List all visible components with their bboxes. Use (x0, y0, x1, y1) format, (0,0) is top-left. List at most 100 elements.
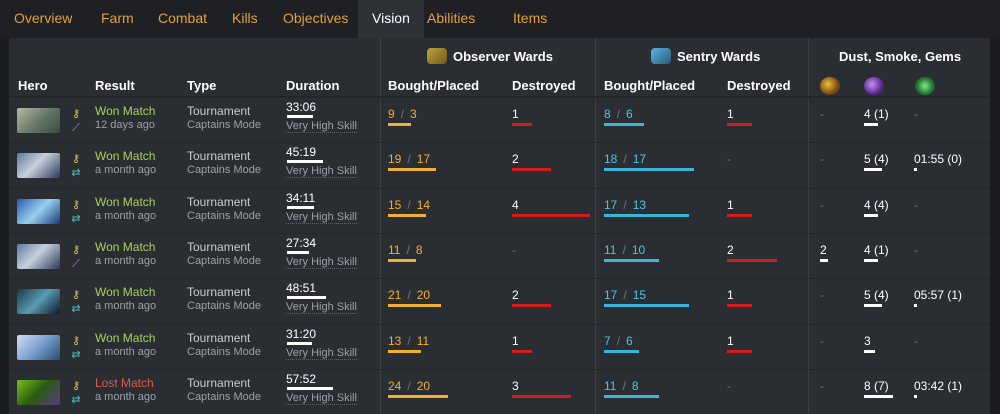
column-separator (380, 38, 381, 414)
match-result-link[interactable]: Won Match (95, 239, 156, 254)
slash-separator: / (622, 242, 626, 257)
tab-abilities[interactable]: Abilities (427, 10, 476, 26)
sentry-bought-placed-header[interactable]: Bought/Placed (604, 78, 696, 93)
column-separator (595, 38, 596, 414)
observer-bought: 19 (388, 152, 402, 167)
role-icon: ⟋ (72, 257, 80, 270)
match-result-link[interactable]: Won Match (95, 330, 156, 345)
sentry-bar (604, 213, 689, 217)
slash-separator: / (407, 197, 411, 212)
observer-bought: 15 (388, 197, 402, 212)
duration-bar (287, 341, 312, 345)
slash-separator: / (406, 242, 410, 257)
tab-overview[interactable]: Overview (14, 10, 73, 26)
match-duration: 57:52 (286, 371, 317, 386)
hero-portrait[interactable] (17, 334, 60, 360)
role-icon: ⟋ (72, 122, 80, 134)
observer-destroyed-bar (512, 349, 532, 353)
game-mode: Captains Mode (187, 390, 261, 403)
dust-count: - (820, 197, 824, 212)
sentry-bought: 11 (604, 242, 617, 257)
type-column-header[interactable]: Type (187, 78, 217, 93)
observer-bought-placed-header[interactable]: Bought/Placed (388, 78, 480, 93)
key-icon: ⚷ (71, 289, 81, 302)
match-type: Tournament (187, 285, 251, 300)
result-column-header[interactable]: Result (95, 78, 135, 93)
match-time: a month ago (95, 209, 157, 222)
hero-portrait[interactable] (17, 108, 60, 133)
skill-bracket[interactable]: Very High Skill (286, 120, 357, 133)
observer-placed: 14 (416, 197, 431, 212)
slash-separator: / (623, 152, 627, 167)
duration-bar (287, 250, 309, 254)
sentry-placed: 10 (631, 242, 646, 257)
tab-kills[interactable]: Kills (232, 10, 258, 26)
skill-bracket[interactable]: Very High Skill (286, 255, 357, 269)
hero-portrait[interactable] (17, 153, 60, 179)
hero-portrait[interactable] (17, 289, 60, 315)
hero-portrait[interactable] (17, 243, 60, 269)
skill-bracket[interactable]: Very High Skill (286, 346, 357, 360)
observer-bar (388, 304, 441, 308)
match-result-link[interactable]: Won Match (95, 149, 156, 164)
match-result-link[interactable]: Won Match (95, 285, 156, 300)
table-row: ⚷ ⟋ Won Match a month ago Tournament Captains… (9, 232, 990, 277)
header-divider (9, 96, 990, 97)
observer-destroyed-header[interactable]: Destroyed (512, 78, 576, 93)
match-result-link[interactable]: Won Match (95, 104, 156, 118)
sentry-bought-placed: 17 / 13 (604, 198, 646, 212)
match-duration: 27:34 (286, 235, 317, 250)
smoke-count: 4 (1) (864, 107, 889, 121)
tab-objectives[interactable]: Objectives (283, 10, 349, 26)
observer-bought: 24 (388, 378, 402, 393)
sentry-destroyed-header[interactable]: Destroyed (727, 78, 791, 93)
sentry-bought: 11 (604, 378, 617, 393)
tab-vision[interactable]: Vision (358, 0, 424, 38)
observer-wards-label: Observer Wards (453, 49, 553, 64)
tab-combat[interactable]: Combat (158, 10, 208, 26)
sentry-placed: 6 (626, 107, 633, 121)
observer-bar (388, 394, 448, 398)
dust-count: 2 (820, 242, 827, 257)
sentry-bought-placed: 11 / 10 (604, 243, 645, 257)
tab-farm[interactable]: Farm (101, 10, 134, 26)
observer-bar (388, 349, 421, 353)
sentry-placed: 8 (631, 378, 639, 393)
smoke-count: 8 (7) (864, 378, 889, 393)
duration-bar (287, 386, 333, 390)
skill-bracket[interactable]: Very High Skill (286, 210, 357, 224)
sentry-destroyed-bar (727, 213, 752, 217)
duration-column-header[interactable]: Duration (286, 78, 340, 93)
gem-bar (914, 168, 917, 172)
tab-items[interactable]: Items (513, 10, 548, 26)
smoke-count: 3 (864, 333, 871, 348)
sentry-placed: 17 (632, 152, 647, 167)
sentry-bar (604, 394, 659, 398)
observer-destroyed: 4 (512, 197, 519, 212)
gem-time: - (914, 197, 918, 212)
skill-bracket[interactable]: Very High Skill (286, 165, 357, 179)
match-time: a month ago (95, 300, 157, 313)
gem-icon[interactable] (915, 77, 935, 95)
observer-destroyed: 3 (512, 378, 519, 393)
hero-portrait[interactable] (17, 198, 60, 224)
match-result-link[interactable]: Won Match (95, 194, 156, 209)
sentry-placed: 13 (632, 197, 647, 212)
smoke-icon[interactable] (864, 77, 884, 95)
skill-bracket[interactable]: Very High Skill (286, 391, 357, 405)
hero-column-header[interactable]: Hero (18, 78, 48, 93)
slash-separator: / (622, 378, 626, 393)
dust-icon[interactable] (820, 77, 840, 95)
match-result-link[interactable]: Lost Match (95, 375, 154, 390)
game-mode: Captains Mode (187, 345, 261, 358)
observer-destroyed: 1 (512, 333, 519, 348)
slash-separator: / (616, 107, 621, 121)
sentry-destroyed: - (727, 152, 731, 167)
game-mode: Captains Mode (187, 164, 261, 177)
hero-portrait[interactable] (17, 379, 60, 405)
observer-destroyed: 2 (512, 288, 519, 303)
skill-bracket[interactable]: Very High Skill (286, 301, 357, 315)
match-duration: 48:51 (286, 281, 317, 296)
sentry-bought-placed: 11 / 8 (604, 379, 639, 393)
observer-destroyed: 2 (512, 152, 519, 167)
